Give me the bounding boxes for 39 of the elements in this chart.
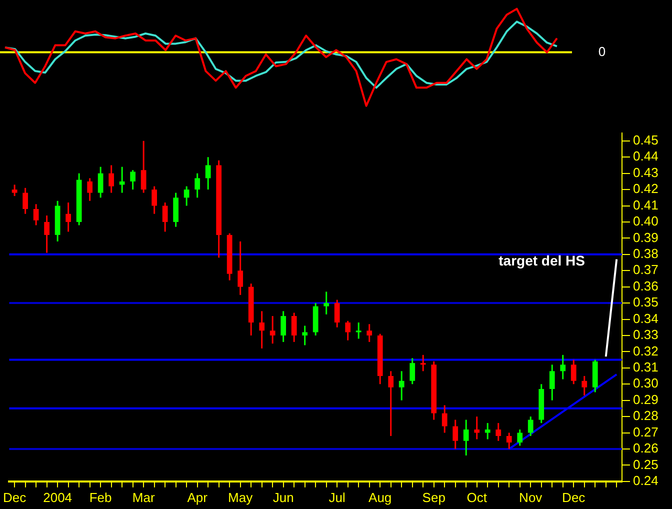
x-tick-label: Mar (132, 490, 156, 505)
x-tick-label: Jun (272, 490, 294, 505)
annotation: target del HS (498, 252, 585, 269)
x-tick-label: 2004 (43, 490, 72, 505)
y-tick-label: 0.25 (633, 456, 658, 472)
candlestick (356, 322, 362, 339)
x-tick-label: Dec (562, 490, 586, 505)
x-tick-label: Dec (2, 490, 27, 505)
y-tick-label: 0.42 (633, 181, 658, 196)
x-tick-label: Apr (187, 490, 208, 505)
y-tick-label: 0.31 (633, 359, 658, 374)
x-tick-label: Feb (89, 490, 112, 505)
y-tick-label: 0.24 (633, 472, 658, 488)
y-tick-label: 0.41 (633, 197, 658, 212)
x-tick-label: Aug (368, 490, 392, 505)
y-tick-label: 0.32 (633, 343, 658, 358)
y-tick-label: 0.43 (633, 164, 658, 180)
y-tick-label: 0.29 (633, 392, 658, 407)
y-tick-label: 0.34 (633, 310, 658, 326)
candlestick (420, 354, 426, 372)
y-tick-label: 0.33 (633, 327, 658, 342)
y-tick-label: 0.36 (633, 278, 658, 294)
x-tick-label: Sep (422, 490, 446, 505)
y-tick-label: 0.38 (633, 246, 658, 261)
x-tick-label: Nov (519, 490, 543, 505)
y-tick-label: 0.26 (633, 440, 658, 456)
y-tick-label: 0.44 (633, 148, 658, 164)
y-tick-label: 0.30 (633, 376, 658, 391)
ref-line-label: 0 (598, 44, 606, 59)
y-tick-label: 0.39 (633, 230, 658, 245)
x-tick-label: Oct (466, 490, 488, 505)
y-tick-label: 0.40 (633, 214, 658, 229)
y-tick-label: 0.28 (633, 408, 658, 424)
y-tick-label: 0.37 (633, 262, 658, 278)
y-tick-label: 0.35 (633, 294, 658, 310)
y-tick-label: 0.27 (633, 424, 658, 440)
x-tick-label: May (228, 490, 254, 505)
x-tick-label: Jul (328, 490, 346, 505)
y-tick-label: 0.45 (633, 132, 658, 148)
